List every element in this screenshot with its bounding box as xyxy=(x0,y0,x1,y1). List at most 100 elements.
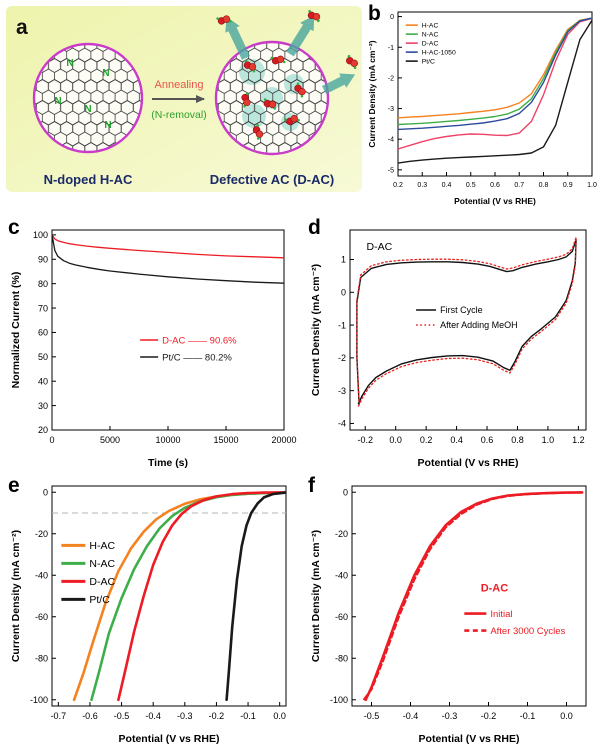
series-After 3000 Cycles xyxy=(362,491,584,701)
y-axis-label: Current Density (mA cm⁻²) xyxy=(310,530,322,662)
panel-c-stability-chart: c 0 5000 10000 15000 20000 100 90 80 70 60 50 40 30 2… xyxy=(6,216,298,470)
n-atom: N xyxy=(84,104,91,115)
y-tick-label: -3 xyxy=(338,386,346,396)
y-tick-label: 0 xyxy=(341,288,346,298)
x-tick-label: 0.0 xyxy=(389,435,402,445)
y-tick-label: -40 xyxy=(35,570,48,580)
x-tick-label: 0.5 xyxy=(466,182,476,189)
panel-d-label: d xyxy=(308,216,321,239)
hex-lattice xyxy=(34,44,142,152)
y-tick-label: 70 xyxy=(38,303,48,313)
x-axis-label: Potential (V vs RHE) xyxy=(418,457,519,469)
x-tick-label: 10000 xyxy=(155,435,180,445)
y-axis-label: Current Density (mA cm⁻²) xyxy=(367,40,377,147)
annealing-transition: Annealing (N-removal) xyxy=(151,79,206,121)
n-atom: N xyxy=(104,120,111,131)
x-tick-label: 5000 xyxy=(100,435,120,445)
y-tick-label: -5 xyxy=(388,167,394,174)
y-tick-label: -2 xyxy=(338,353,346,363)
y-tick-label: -3 xyxy=(388,106,394,113)
x-tick-label: 0.8 xyxy=(539,182,549,189)
right-caption: Defective AC (D-AC) xyxy=(210,172,334,187)
y-tick-label: 90 xyxy=(38,255,48,265)
legend-label: Pt/C xyxy=(422,59,435,66)
plot-frame xyxy=(349,229,587,431)
x-tick-label: 0.9 xyxy=(563,182,573,189)
y-tick-label: -4 xyxy=(338,419,346,429)
y-tick-label: 1 xyxy=(341,255,346,265)
y-tick-label: -20 xyxy=(335,529,348,539)
x-tick-label: 0.0 xyxy=(560,711,573,721)
y-axis-label: Current Density (mA cm⁻²) xyxy=(10,530,22,662)
legend-label: N-AC xyxy=(89,558,115,570)
legend-label: H-AC xyxy=(89,540,115,552)
x-tick-label: 1.0 xyxy=(587,182,597,189)
legend-label: First Cycle xyxy=(440,305,483,315)
annealing-text: Annealing xyxy=(155,79,204,91)
panel-a-schematic: a N N N N N N-doped H-AC Annealing (N xyxy=(6,6,362,192)
series-Pt/C xyxy=(225,491,286,702)
x-tick-label: -0.4 xyxy=(145,711,161,721)
x-tick-label: -0.5 xyxy=(364,711,380,721)
y-tick-label: -2 xyxy=(388,75,394,82)
x-axis-label: Potential (V vs RHE) xyxy=(419,733,520,745)
panel-a-label: a xyxy=(16,16,28,39)
legend-label: Pt/C —— 80.2% xyxy=(162,352,232,363)
annotation: D-AC xyxy=(367,241,393,253)
legend-label: After Adding MeOH xyxy=(440,320,518,330)
x-tick-label: 0.6 xyxy=(481,435,494,445)
x-tick-label: -0.2 xyxy=(209,711,225,721)
y-tick-label: 80 xyxy=(38,279,48,289)
plot-frame xyxy=(51,229,285,431)
y-tick-label: 100 xyxy=(33,230,48,240)
panel-e-her-chart: e -0.7 -0.6 -0.5 -0.4 -0.3 -0.2 -0.1 0.0 0 -20 -40… xyxy=(6,474,298,746)
series-D-AC xyxy=(117,491,286,702)
n-atom: N xyxy=(102,68,109,79)
series-H-AC-1050 xyxy=(398,17,592,131)
x-axis-label: Time (s) xyxy=(148,457,188,469)
y-tick-label: -1 xyxy=(388,45,394,52)
y-tick-label: -20 xyxy=(35,529,48,539)
panel-b-lsv-chart: b 0.2 0.3 0.4 0.5 0.6 0.7 0.8 0.9 1.0 0 -1 -2 -3 -4 -5… xyxy=(366,2,600,208)
series-N-AC xyxy=(398,17,592,126)
y-tick-label: 0 xyxy=(390,14,394,21)
nitrogen-atoms: N N N N N xyxy=(54,58,111,131)
y-tick-label: 40 xyxy=(38,376,48,386)
x-tick-label: -0.5 xyxy=(114,711,130,721)
x-tick-label: 0.0 xyxy=(273,711,286,721)
x-tick-label: -0.3 xyxy=(177,711,193,721)
legend-label: N-AC xyxy=(422,32,439,39)
series-D-AC xyxy=(398,17,592,150)
chart-d-canvas: -0.2 0.0 0.2 0.4 0.6 0.8 1.0 1.2 1 0 -1 -2 -3 -4 Poten… xyxy=(310,229,587,469)
x-tick-label: 0.4 xyxy=(442,182,452,189)
y-tick-label: -1 xyxy=(338,320,346,330)
defective-carbon-circle xyxy=(214,9,361,156)
x-tick-label: 0.4 xyxy=(450,435,463,445)
x-tick-label: 1.2 xyxy=(572,435,585,445)
release-arrow-icon xyxy=(321,73,356,95)
y-tick-label: -100 xyxy=(30,695,48,705)
circle-outline xyxy=(32,42,144,154)
panel-c-label: c xyxy=(8,216,20,239)
x-tick-label: -0.4 xyxy=(403,711,419,721)
circle-outline xyxy=(214,40,330,156)
y-tick-label: -40 xyxy=(335,570,348,580)
release-arrows xyxy=(225,15,356,95)
x-axis-label: Potential (V vs RHE) xyxy=(454,196,536,206)
y-tick-label: 60 xyxy=(38,328,48,338)
series-Pt/C xyxy=(52,234,284,284)
release-arrow-icon xyxy=(286,15,315,57)
panel-e-label: e xyxy=(8,474,20,497)
n-removal-text: (N-removal) xyxy=(151,109,206,121)
y-axis-label: Current Density (mA cm⁻²) xyxy=(310,264,322,396)
chart-c-canvas: 0 5000 10000 15000 20000 100 90 80 70 60 50 40 30 20 T… xyxy=(10,229,297,469)
series-After Adding MeOH xyxy=(356,236,577,408)
plot-frame xyxy=(51,485,287,707)
panel-f-label: f xyxy=(308,474,315,497)
x-tick-label: -0.7 xyxy=(51,711,67,721)
x-tick-label: -0.1 xyxy=(520,711,536,721)
x-tick-label: -0.2 xyxy=(357,435,373,445)
n-doped-carbon-circle: N N N N N xyxy=(32,42,144,154)
y-tick-label: -4 xyxy=(388,137,394,144)
